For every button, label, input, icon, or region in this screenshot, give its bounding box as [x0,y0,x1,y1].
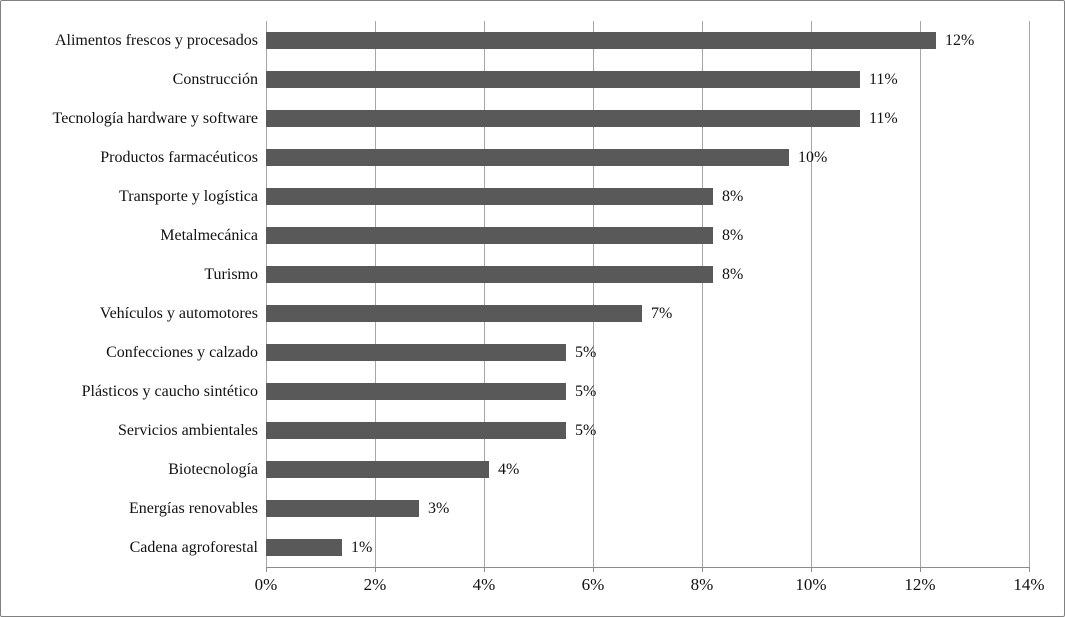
x-tick-label: 4% [472,575,496,594]
bar-row: 1% [266,528,1029,567]
category-label: Confecciones y calzado [106,344,258,361]
x-tick-mark [266,567,267,572]
x-tick-mark [375,567,376,572]
chart-bar [266,266,713,283]
bar-value-label: 10% [798,149,828,166]
category-label: Productos farmacéuticos [100,149,258,166]
chart-bar [266,149,789,166]
bar-row: 10% [266,138,1029,177]
category-label: Biotecnología [168,461,258,478]
x-tick-label: 8% [690,575,714,594]
gridline [484,21,485,567]
bar-value-label: 8% [722,227,744,244]
gridline [1029,21,1030,567]
bar-value-label: 8% [722,188,744,205]
category-label: Transporte y logística [119,188,258,205]
bar-value-label: 8% [722,266,744,283]
chart-bar [266,539,342,556]
chart-bar [266,32,936,49]
category-label: Plásticos y caucho sintético [81,383,258,400]
x-tick-label: 10% [795,575,827,594]
gridline [375,21,376,567]
plot-area: 12% 11% 11% 10% 8% 8% 8% 7% 5% 5% 5% 4% 3% 1% [266,21,1030,568]
x-tick-mark [593,567,594,572]
chart-bar [266,188,713,205]
chart-bar [266,344,566,361]
gridline [266,21,267,567]
category-label: Turismo [204,266,258,283]
bar-value-label: 1% [351,539,373,556]
category-label: Cadena agroforestal [129,539,258,556]
chart-bar [266,71,860,88]
x-tick-label: 0% [254,575,278,594]
bar-row: 5% [266,411,1029,450]
x-tick-mark [702,567,703,572]
gridline [920,21,921,567]
bar-row: 3% [266,489,1029,528]
bar-row: 11% [266,60,1029,99]
bar-value-label: 11% [869,71,898,88]
bar-row: 12% [266,21,1029,60]
bar-row: 7% [266,294,1029,333]
category-label: Servicios ambientales [118,422,258,439]
bar-value-label: 7% [651,305,673,322]
x-tick-mark [1029,567,1030,572]
x-tick-label: 2% [363,575,387,594]
x-tick-label: 14% [1013,575,1045,594]
gridline [593,21,594,567]
bar-value-label: 5% [575,344,597,361]
chart-bar [266,461,489,478]
category-label: Vehículos y automotores [99,305,258,322]
bar-row: 8% [266,216,1029,255]
category-label: Tecnología hardware y software [52,110,258,127]
chart-bar [266,227,713,244]
bar-value-label: 5% [575,422,597,439]
bar-value-label: 3% [428,500,450,517]
x-tick-mark [484,567,485,572]
x-tick-mark [811,567,812,572]
bar-row: 11% [266,99,1029,138]
chart-bar [266,383,566,400]
x-tick-mark [920,567,921,572]
category-label: Energías renovables [129,500,258,517]
bar-value-label: 4% [498,461,520,478]
x-tick-label: 12% [904,575,936,594]
gridline [811,21,812,567]
category-label: Construcción [172,71,258,88]
bar-row: 8% [266,177,1029,216]
bar-value-label: 5% [575,383,597,400]
bar-row: 4% [266,450,1029,489]
x-tick-label: 6% [581,575,605,594]
gridline [702,21,703,567]
bar-row: 8% [266,255,1029,294]
bar-value-label: 12% [945,32,975,49]
chart-bar [266,500,419,517]
bar-value-label: 11% [869,110,898,127]
category-label: Metalmecánica [160,227,258,244]
chart-bar [266,305,642,322]
category-label: Alimentos frescos y procesados [54,32,258,49]
chart-bar [266,422,566,439]
bar-row: 5% [266,372,1029,411]
bar-row: 5% [266,333,1029,372]
chart-bar [266,110,860,127]
